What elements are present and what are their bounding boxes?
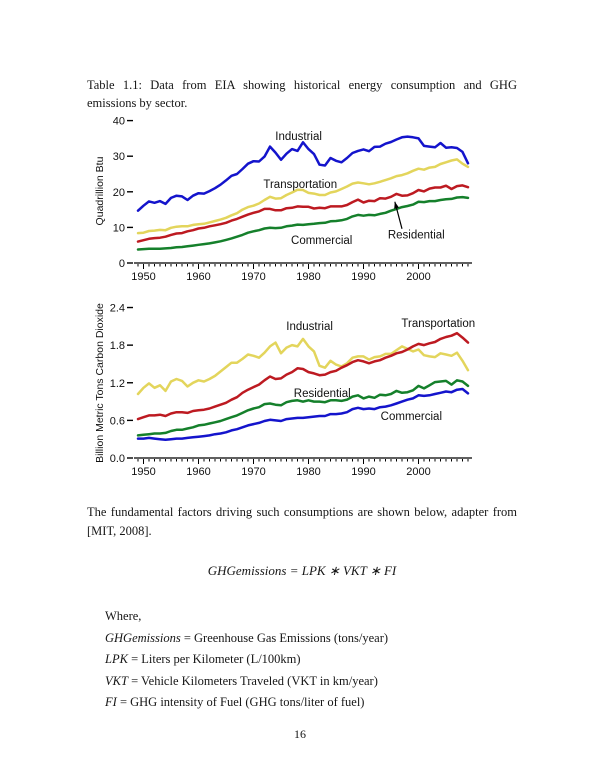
series-line-residential — [136, 379, 470, 437]
annotation-arrowhead — [394, 201, 399, 209]
series-line-industrial — [136, 135, 470, 212]
y-tick-label: 10 — [113, 222, 125, 234]
definition-text: = GHG intensity of Fuel (GHG tons/liter … — [119, 695, 365, 709]
series-label-transportation: Transportation — [263, 179, 337, 191]
definition-lpk: LPK = Liters per Kilometer (L/100km) — [105, 649, 517, 671]
y-tick-label: 0 — [119, 258, 125, 270]
definition-term: FI — [105, 695, 117, 709]
y-tick-label: 1.2 — [110, 378, 125, 390]
definition-text: = Vehicle Kilometers Traveled (VKT in km… — [131, 673, 378, 688]
y-axis-label: Quadrillion Btu — [94, 156, 106, 225]
x-tick-label: 1950 — [131, 466, 155, 478]
series-label-commercial: Commercial — [381, 411, 442, 423]
y-tick-label: 40 — [113, 116, 125, 128]
definitions-block: Where, GHGemissions = Greenhouse Gas Emi… — [105, 606, 517, 714]
table-caption: Table 1.1: Data from EIA showing histori… — [87, 78, 517, 110]
x-tick-label: 1960 — [186, 466, 210, 478]
where-label: Where, — [105, 609, 142, 623]
definition-fi: FI = GHG intensity of Fuel (GHG tons/lit… — [105, 692, 517, 714]
equation: GHGemissions = LPK ∗ VKT ∗ FI — [207, 563, 397, 578]
definition-term: GHGemissions — [105, 630, 181, 645]
x-tick-label: 1970 — [241, 271, 265, 283]
definition-ghg: GHGemissions = Greenhouse Gas Emissions … — [105, 628, 517, 650]
x-tick-label: 1950 — [131, 271, 155, 283]
x-tick-label: 1990 — [351, 466, 375, 478]
y-tick-label: 30 — [113, 151, 125, 163]
series-label-residential: Residential — [294, 388, 351, 400]
y-tick-label: 2.4 — [110, 303, 125, 315]
series-label-residential: Residential — [388, 229, 445, 241]
definition-term: VKT — [105, 673, 128, 688]
series-line-industrial — [136, 337, 470, 396]
x-tick-label: 1980 — [296, 271, 320, 283]
y-tick-label: 0.6 — [110, 415, 125, 427]
series-label-transportation: Transportation — [401, 318, 475, 330]
series-label-commercial: Commercial — [291, 235, 352, 247]
y-tick-label: 0.0 — [110, 453, 125, 465]
x-tick-label: 1970 — [241, 466, 265, 478]
y-tick-label: 20 — [113, 187, 125, 199]
energy-consumption-chart: 1950 1960 1970 1980 1990 2000 0 10 20 30 40 Quadril… — [80, 110, 492, 290]
definition-text: = Greenhouse Gas Emissions (tons/year) — [183, 630, 389, 645]
x-tick-label: 2000 — [406, 466, 430, 478]
x-tick-label: 1990 — [351, 271, 375, 283]
series-label-industrial: Industrial — [286, 321, 333, 333]
series-line-commercial — [136, 195, 470, 251]
x-tick-label: 1960 — [186, 271, 210, 283]
series-line-commercial — [136, 387, 470, 442]
ghg-emissions-chart: 1950 1960 1970 1980 1990 2000 0.0 0.6 1.2 1.8 2.4 B… — [80, 290, 492, 485]
x-tick-label: 2000 — [406, 271, 430, 283]
series-label-industrial: Industrial — [275, 131, 322, 143]
definition-vkt: VKT = Vehicle Kilometers Traveled (VKT i… — [105, 671, 517, 693]
definition-term: LPK — [105, 652, 128, 666]
series-line-transportation — [136, 331, 470, 421]
page-number: 16 — [294, 727, 306, 741]
body-paragraph: The fundamental factors driving such con… — [87, 505, 517, 538]
series-line-residential — [136, 184, 470, 243]
x-tick-label: 1980 — [296, 466, 320, 478]
definition-text: = Liters per Kilometer (L/100km) — [131, 652, 301, 666]
y-tick-label: 1.8 — [110, 340, 125, 352]
series-line-transportation — [136, 158, 470, 235]
y-axis-label: Billion Metric Tons Carbon Dioxide — [94, 303, 106, 463]
